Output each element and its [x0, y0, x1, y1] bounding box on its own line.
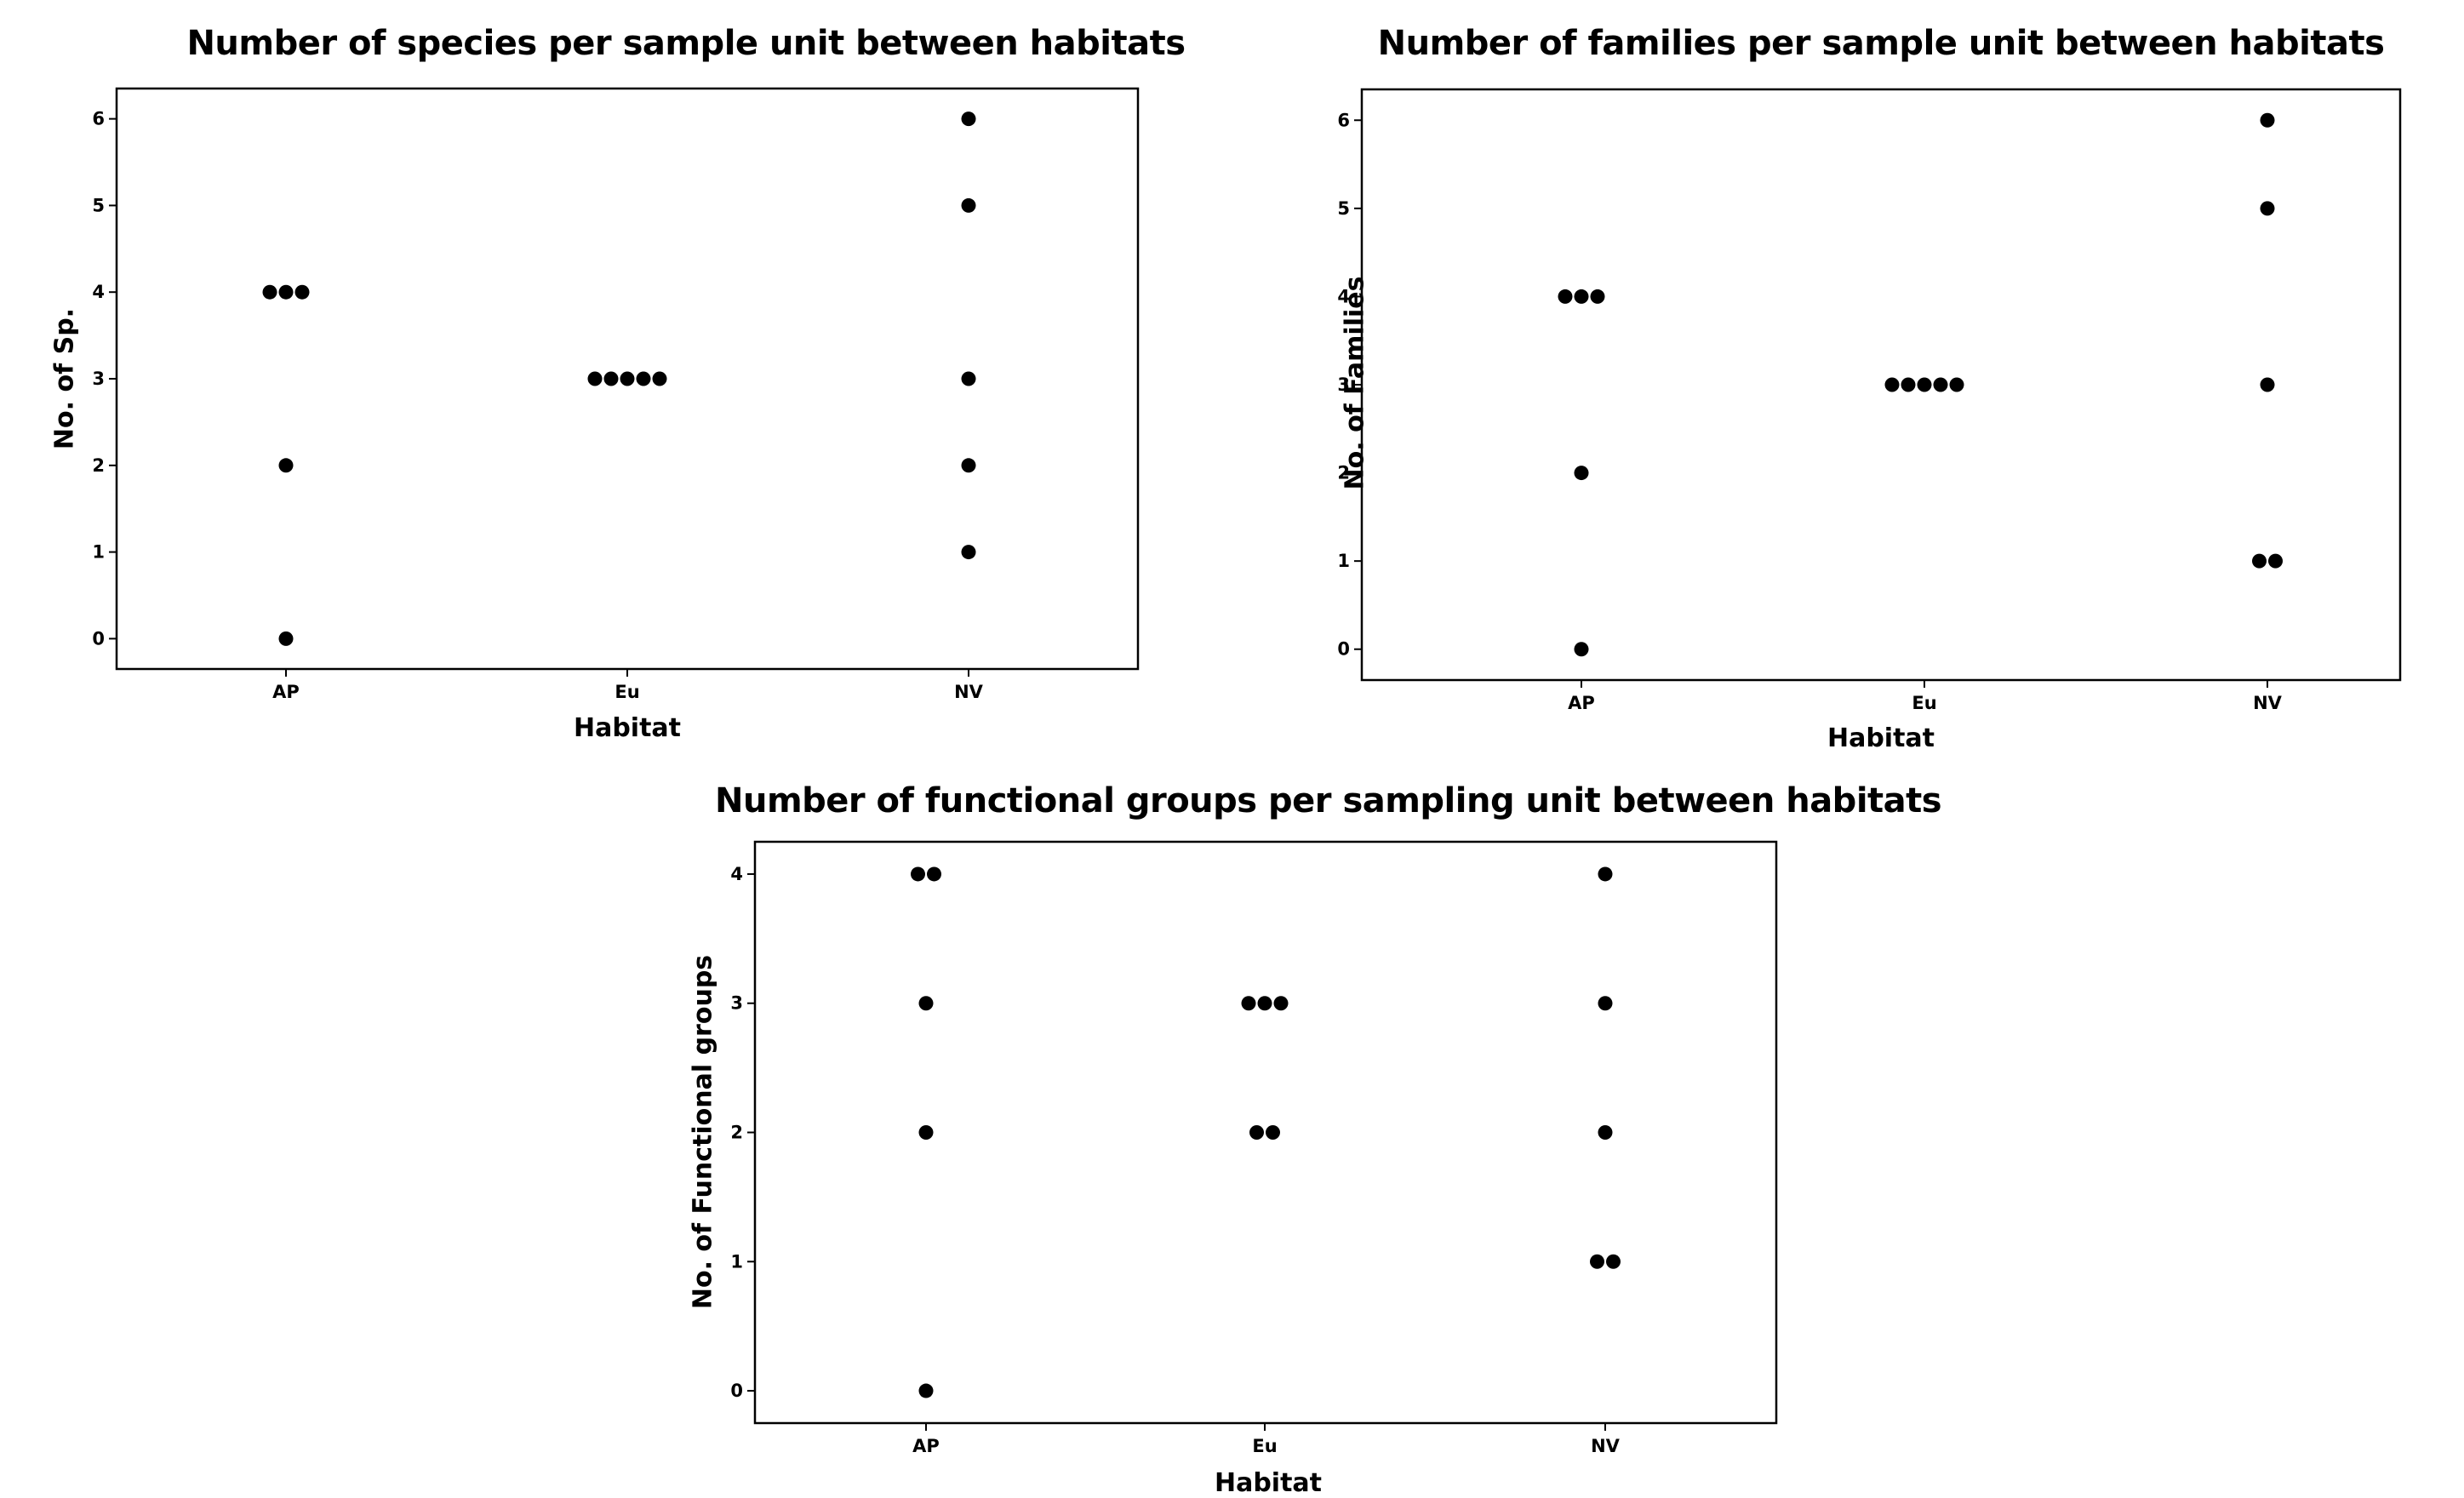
data-point	[2252, 553, 2267, 569]
y-tick-label: 3	[1337, 374, 1350, 395]
data-point	[2260, 377, 2275, 392]
x-tick-label: Eu	[1912, 693, 1936, 713]
data-point	[278, 631, 294, 646]
data-point	[918, 1383, 934, 1398]
data-point	[1901, 377, 1916, 392]
data-point	[1933, 377, 1948, 392]
chart-title: Number of species per sample unit betwee…	[186, 24, 1186, 63]
data-point	[587, 371, 603, 386]
plot-frame	[1360, 88, 2402, 682]
x-axis-label: Habitat	[1827, 723, 1935, 753]
x-tick-label: Eu	[1252, 1436, 1277, 1456]
data-point	[1884, 377, 1900, 392]
y-tick-label: 2	[730, 1123, 743, 1143]
data-point	[1273, 996, 1289, 1011]
y-tick-label: 2	[1337, 463, 1350, 483]
y-tick-label: 6	[1337, 110, 1350, 130]
y-tick-label: 6	[92, 109, 105, 129]
y-tick-label: 3	[730, 993, 743, 1014]
data-point	[1590, 1254, 1604, 1269]
data-point	[1249, 1125, 1264, 1140]
data-point	[1558, 289, 1573, 304]
data-point	[1574, 642, 1589, 657]
data-point	[961, 111, 976, 127]
data-point	[636, 371, 651, 386]
y-tick-label: 4	[730, 864, 743, 884]
y-tick-label: 3	[92, 369, 105, 389]
y-tick-label: 0	[92, 628, 105, 649]
y-tick-label: 4	[1337, 286, 1350, 306]
x-tick-label: Eu	[615, 682, 639, 702]
y-axis-label: No. of Sp.	[49, 307, 80, 450]
y-tick-label: 5	[1337, 198, 1350, 219]
data-point	[1266, 1125, 1280, 1140]
chart-title: Number of functional groups per sampling…	[715, 781, 1942, 820]
y-tick-label: 0	[730, 1381, 743, 1401]
y-tick-label: 1	[1337, 551, 1350, 571]
x-axis-label: Habitat	[573, 713, 682, 743]
y-tick-label: 1	[730, 1251, 743, 1272]
x-tick-label: AP	[1568, 693, 1595, 713]
y-tick-label: 1	[92, 542, 105, 563]
data-point	[1949, 377, 1964, 392]
chart-panel-functional-groups: Number of functional groups per sampling…	[664, 758, 1942, 1498]
data-point	[918, 1125, 934, 1140]
data-point	[2260, 201, 2275, 216]
data-point	[1598, 866, 1613, 882]
data-point	[1574, 289, 1589, 304]
data-point	[262, 284, 277, 300]
data-point	[2268, 553, 2283, 569]
data-point	[1598, 996, 1613, 1011]
data-point	[278, 458, 294, 473]
data-point	[961, 458, 976, 473]
data-point	[927, 866, 941, 882]
data-point	[2260, 112, 2275, 128]
data-point	[1257, 996, 1272, 1011]
x-tick-label: AP	[912, 1436, 940, 1456]
data-point	[1606, 1254, 1621, 1269]
data-point	[620, 371, 635, 386]
chart-plot: 0 1 2 3 4 AP Eu NV	[730, 840, 1778, 1456]
x-tick-label: NV	[2253, 693, 2283, 713]
y-axis-label: No. of Families	[1340, 276, 1370, 490]
y-tick-label: 5	[92, 195, 105, 215]
data-point	[294, 284, 310, 300]
data-point	[1574, 466, 1589, 481]
data-point	[918, 996, 934, 1011]
data-point	[1917, 377, 1932, 392]
chart-plot: 0 1 2 3 4 5 6 AP Eu NV	[92, 87, 1140, 702]
x-tick-label: NV	[1591, 1436, 1621, 1456]
chart-panel-species: Number of species per sample unit betwee…	[0, 0, 1192, 766]
chart-panel-families: Number of families per sample unit betwe…	[1294, 0, 2464, 766]
data-point	[278, 284, 294, 300]
data-point	[652, 371, 667, 386]
data-point	[911, 866, 925, 882]
y-tick-label: 4	[92, 282, 105, 302]
data-point	[961, 371, 976, 386]
data-point	[961, 197, 976, 213]
y-tick-label: 2	[92, 455, 105, 476]
y-axis-label: No. of Functional groups	[688, 954, 718, 1310]
y-tick-label: 0	[1337, 639, 1350, 660]
data-point	[1598, 1125, 1613, 1140]
x-axis-label: Habitat	[1214, 1468, 1323, 1498]
data-point	[1241, 996, 1256, 1011]
x-tick-label: NV	[954, 682, 984, 702]
chart-plot: 0 1 2 3 4 5 6 AP Eu NV	[1337, 88, 2402, 713]
data-point	[603, 371, 619, 386]
data-point	[961, 545, 976, 560]
chart-title: Number of families per sample unit betwe…	[1377, 24, 2385, 63]
data-point	[1590, 289, 1605, 304]
x-tick-label: AP	[272, 682, 300, 702]
